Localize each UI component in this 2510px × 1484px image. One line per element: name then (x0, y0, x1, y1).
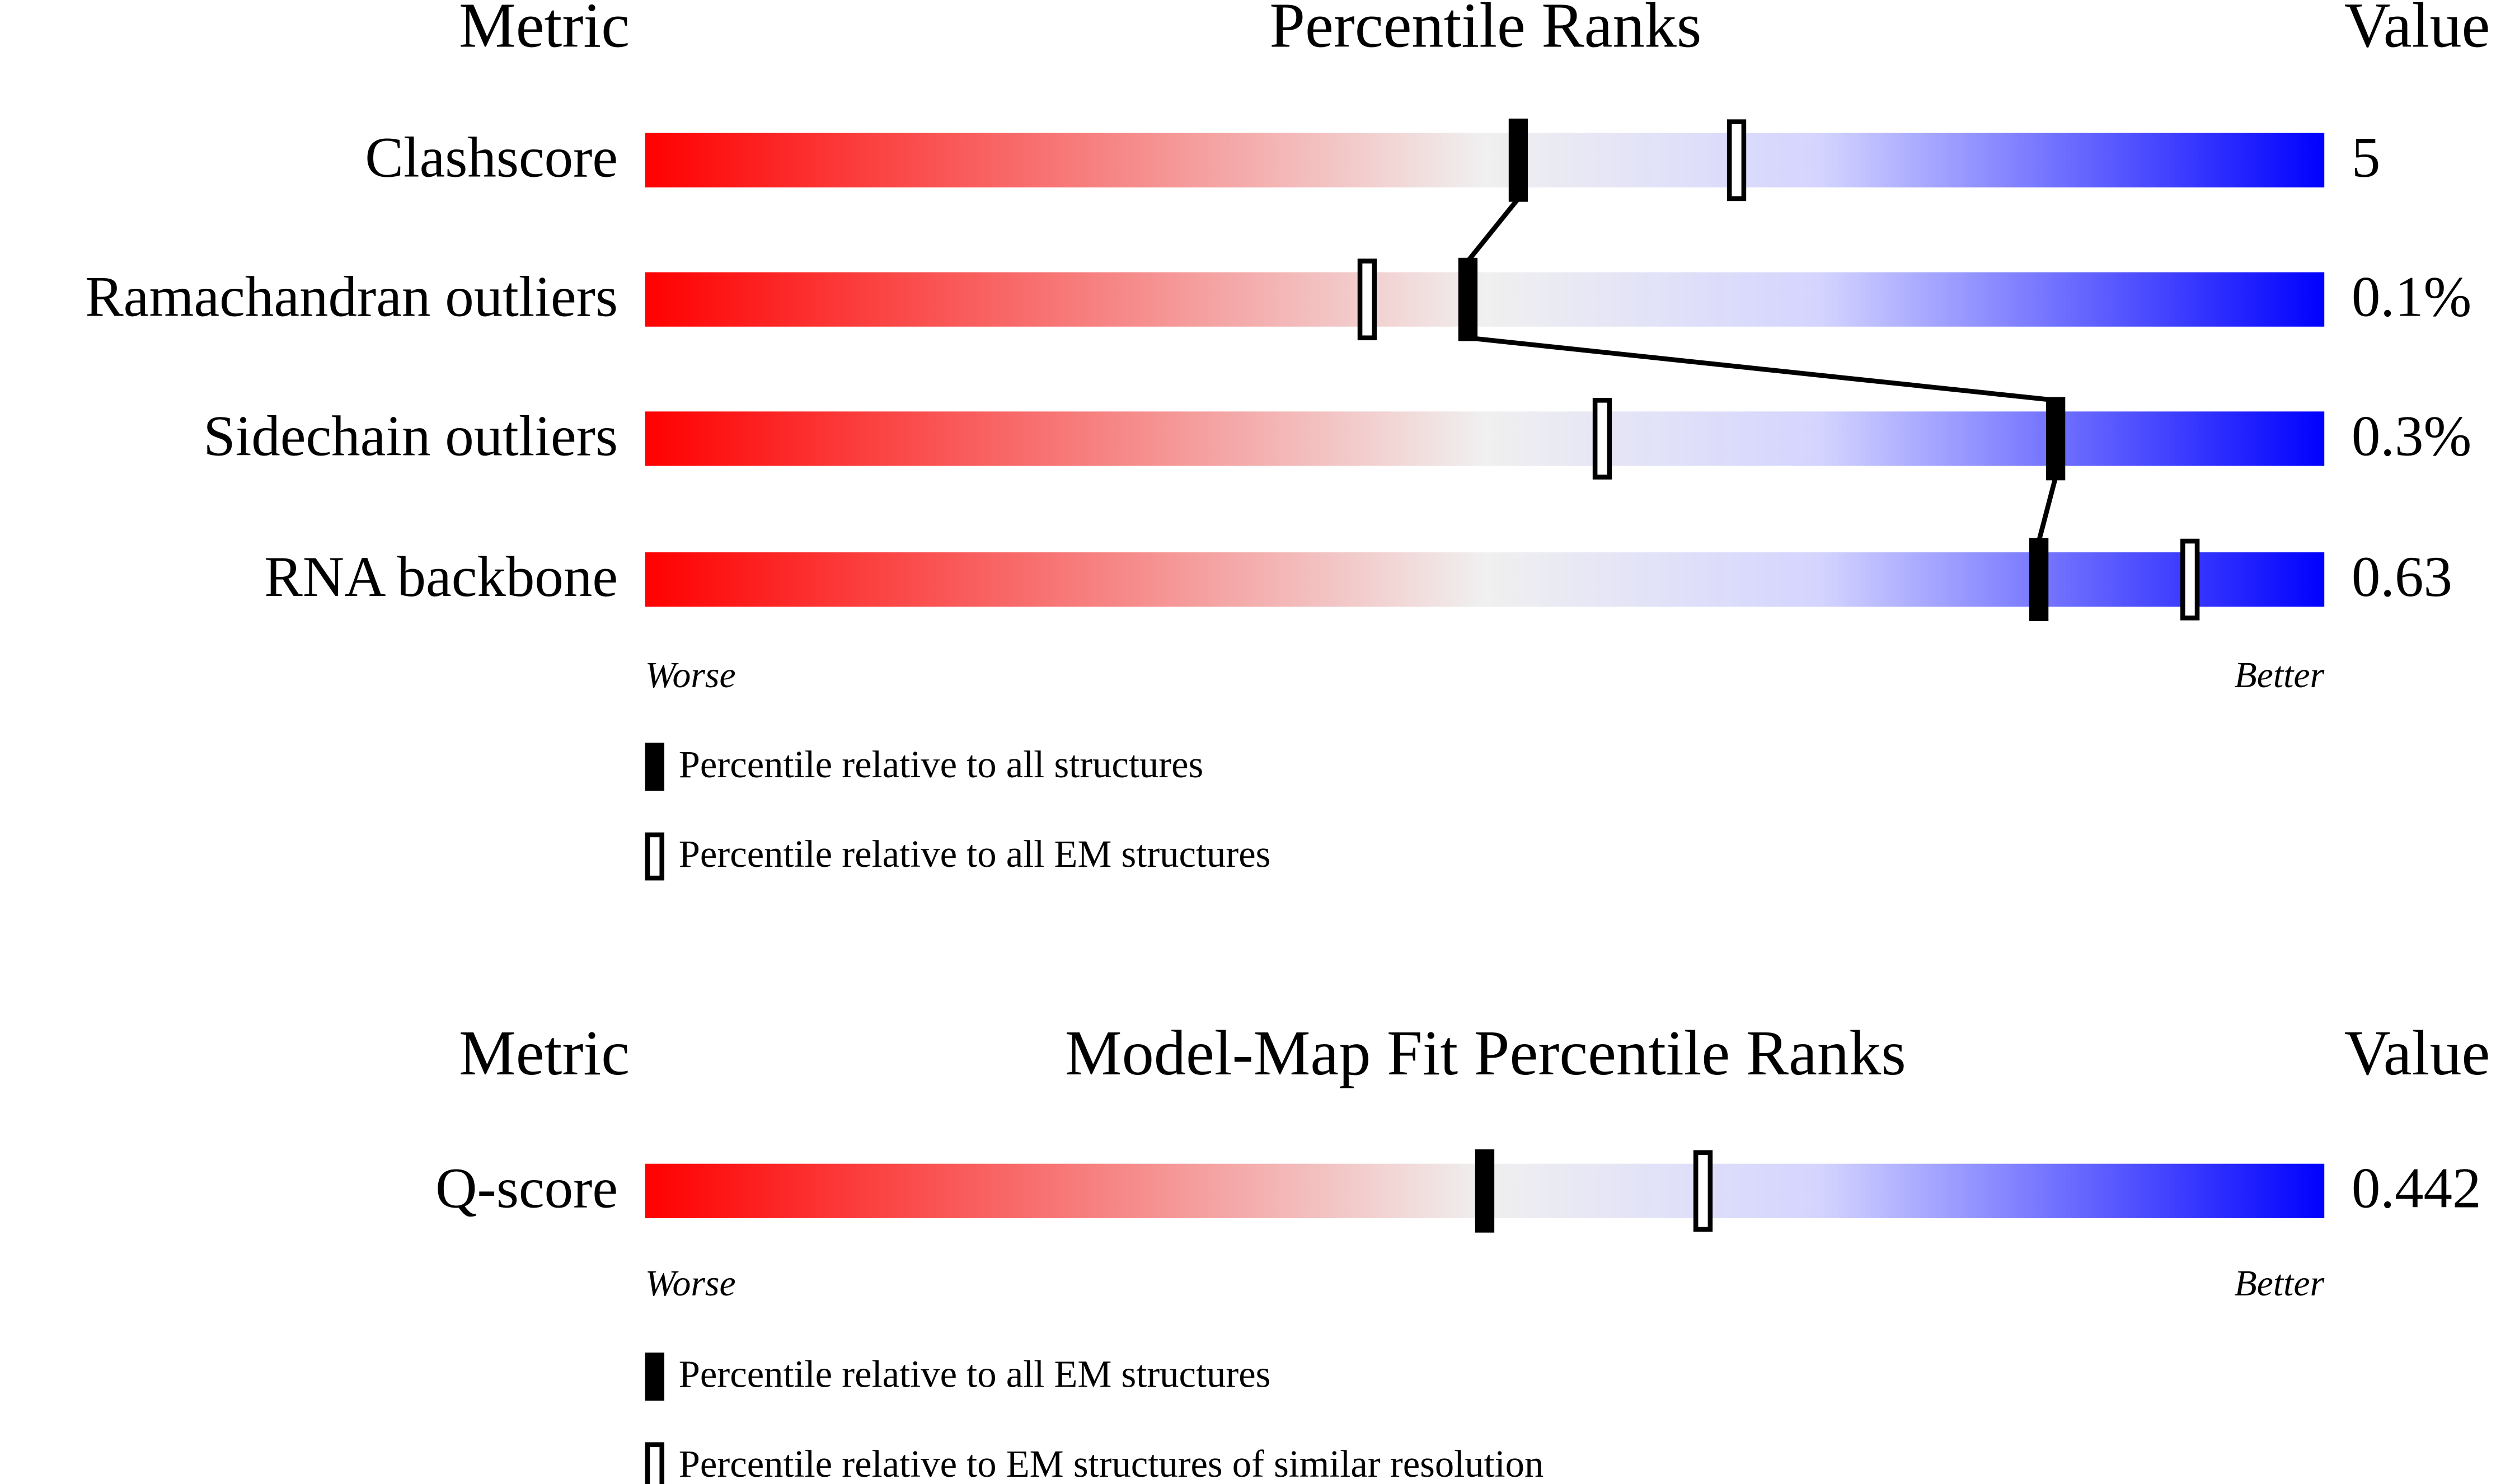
legend-label: Percentile relative to EM structures of … (679, 1443, 1544, 1484)
chart-title: Percentile Ranks (1269, 0, 1701, 61)
marker-open (2180, 538, 2200, 621)
slider-bar (645, 552, 2325, 607)
metric-header: Metric (459, 0, 630, 61)
metric-label: Ramachandran outliers (85, 265, 618, 328)
connector (1466, 197, 1521, 263)
better-label: Better (2234, 655, 2324, 696)
value-header: Value (2344, 0, 2490, 61)
legend-swatch (645, 1442, 665, 1484)
slider-bar (645, 272, 2325, 327)
connector (2036, 476, 2058, 542)
marker-open (1693, 1150, 1713, 1232)
worse-label: Worse (645, 1263, 736, 1304)
slider-bar (645, 133, 2325, 187)
metric-value: 0.63 (2352, 545, 2452, 609)
legend-label: Percentile relative to all structures (679, 743, 1204, 786)
legend-swatch (645, 1352, 665, 1401)
metric-label: RNA backbone (264, 545, 618, 609)
value-header: Value (2344, 1017, 2490, 1088)
marker-filled (1458, 257, 1478, 341)
marker-open (1592, 398, 1612, 480)
marker-filled (1508, 118, 1528, 202)
slider-bar (645, 411, 2325, 466)
metric-label: Q-score (435, 1157, 618, 1220)
metric-value: 5 (2352, 126, 2380, 190)
connector (1467, 335, 2056, 403)
marker-open (1357, 259, 1377, 341)
metric-value: 0.1% (2352, 265, 2472, 328)
legend-label: Percentile relative to all EM structures (679, 1353, 1271, 1396)
worse-label: Worse (645, 655, 736, 696)
marker-filled (2045, 397, 2066, 481)
marker-filled (2029, 538, 2049, 622)
metric-label: Clashscore (365, 126, 618, 190)
legend-swatch (645, 743, 665, 791)
chart-title: Model-Map Fit Percentile Ranks (1065, 1017, 1906, 1088)
legend-swatch (645, 832, 665, 881)
better-label: Better (2234, 1263, 2324, 1304)
metric-value: 0.442 (2352, 1157, 2481, 1220)
marker-open (1726, 119, 1747, 201)
metric-label: Sidechain outliers (203, 404, 618, 468)
marker-filled (1475, 1149, 1495, 1233)
legend-label: Percentile relative to all EM structures (679, 833, 1271, 875)
metric-header: Metric (459, 1017, 630, 1088)
metric-value: 0.3% (2352, 404, 2472, 468)
